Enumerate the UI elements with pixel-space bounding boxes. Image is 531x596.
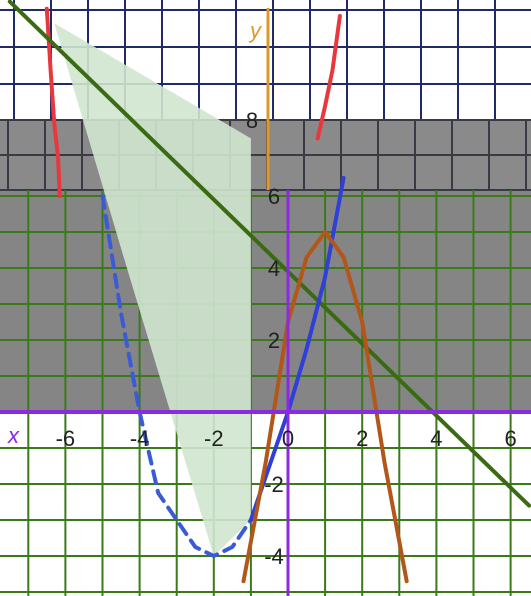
series-line-4 xyxy=(248,176,346,522)
series-line-3 xyxy=(100,194,253,558)
y-tick-label: 4 xyxy=(268,256,280,281)
gray-lower-panel xyxy=(0,190,531,412)
x-axis-name: x xyxy=(7,423,20,448)
x-tick-labels: -6 -4 -2 0 2 4 6 xyxy=(56,426,517,451)
shaded-region-0 xyxy=(54,23,251,556)
series-line-0 xyxy=(44,6,62,198)
x-tick-label: 4 xyxy=(430,426,442,451)
y-tick-labels: -4 -2 2 4 6 8 xyxy=(246,108,284,569)
x-tick-label: -6 xyxy=(56,426,76,451)
y-tick-label: -4 xyxy=(264,544,284,569)
x-tick-label: 6 xyxy=(504,426,516,451)
series-lines xyxy=(7,0,531,584)
x-tick-label: -2 xyxy=(204,426,224,451)
x-tick-label: -4 xyxy=(130,426,150,451)
x-tick-label: 2 xyxy=(356,426,368,451)
series-line-1 xyxy=(315,14,342,141)
y-tick-label: 6 xyxy=(268,184,280,209)
x-tick-label: 0 xyxy=(282,426,294,451)
series-line-5 xyxy=(241,230,409,584)
y-tick-label: 8 xyxy=(246,108,258,133)
y-tick-label: -2 xyxy=(264,472,284,497)
shaded-regions xyxy=(54,23,251,556)
y-tick-label: 2 xyxy=(268,328,280,353)
grid-upper xyxy=(0,0,531,120)
series-line-2 xyxy=(7,0,531,508)
y-axis-name: y xyxy=(248,18,263,43)
